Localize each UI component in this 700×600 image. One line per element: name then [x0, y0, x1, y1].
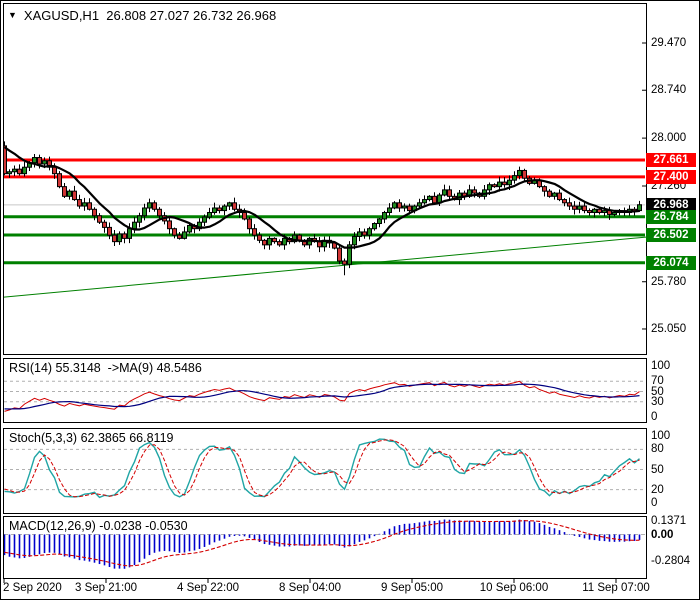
stoch-tick-label: 100: [651, 430, 671, 442]
symbol-label: XAGUSD,H1: [23, 8, 100, 23]
price-tick-label: 25.780: [651, 275, 687, 288]
stoch-tick-label: 0: [651, 497, 658, 509]
price-tick-label: 28.740: [651, 84, 687, 97]
stoch-tick-label: 50: [651, 463, 664, 476]
price-level-badge: 27.400: [646, 169, 696, 184]
price-level-badge: 26.502: [646, 228, 696, 243]
price-tick-label: 25.050: [651, 322, 687, 335]
symbol-header: ▼ XAGUSD,H1 26.808 27.027 26.732 26.968: [8, 8, 276, 23]
time-axis-label: 8 Sep 04:00: [278, 582, 342, 594]
rsi-tick-label: 100: [651, 360, 671, 372]
price-tick-label: 29.470: [651, 37, 687, 49]
stoch-tick-label: 20: [651, 483, 664, 496]
macd-label: MACD(12,26,9) -0.0238 -0.0530: [9, 519, 188, 533]
rsi-tick-label: 30: [651, 395, 664, 408]
time-axis-label: 10 Sep 06:00: [479, 582, 549, 594]
macd-tick-label: -0.2804: [651, 555, 691, 568]
macd-tick-label: 0.1371: [651, 515, 687, 528]
symbol-dropdown-icon[interactable]: ▼: [8, 10, 17, 20]
time-axis-label: 2 Sep 2020: [3, 582, 62, 594]
stoch-tick-label: 80: [651, 443, 664, 456]
price-level-badge: 26.784: [646, 209, 696, 224]
time-axis-label: 9 Sep 05:00: [380, 582, 444, 594]
rsi-tick-label: 0: [651, 411, 658, 423]
price-tick-label: 28.000: [651, 132, 687, 145]
rsi-label: RSI(14) 55.3148 ->MA(9) 48.5486: [9, 361, 202, 375]
price-level-badge: 26.968: [646, 197, 696, 212]
rsi-tick-label: 50: [651, 385, 664, 398]
price-level-badge: 27.661: [646, 153, 696, 168]
stoch-label: Stoch(5,3,3) 62.3865 66.8119: [9, 431, 174, 445]
ohlc-values: 26.808 27.027 26.732 26.968: [106, 8, 277, 23]
price-level-badge: 26.074: [646, 255, 696, 270]
time-axis-label: 11 Sep 07:00: [582, 582, 650, 594]
rsi-tick-label: 70: [651, 375, 664, 388]
macd-tick-label: 0.00: [651, 528, 674, 541]
time-axis-label: 4 Sep 22:00: [176, 582, 240, 594]
time-axis-label: 3 Sep 21:00: [74, 582, 138, 594]
